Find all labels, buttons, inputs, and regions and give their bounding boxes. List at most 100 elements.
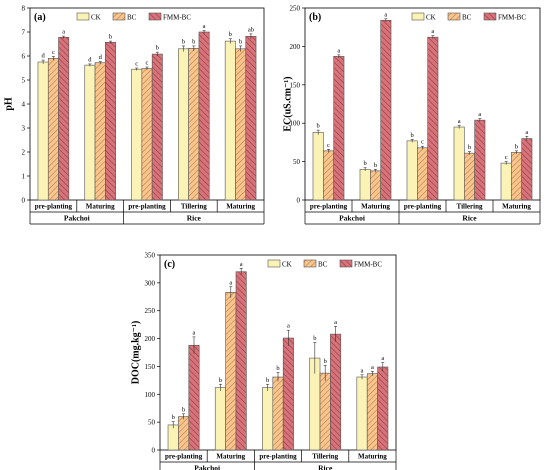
significance-label: b: [364, 160, 367, 167]
y-tick-label: 7: [22, 29, 26, 37]
category-label: Maturing: [358, 453, 387, 461]
legend-swatch-ck: [411, 12, 425, 21]
bar-fmm-bc: [380, 19, 392, 201]
category-label: Maturing: [226, 203, 255, 211]
bar-ck: [453, 126, 465, 201]
panel-label: (b): [309, 12, 321, 23]
significance-label: b: [266, 377, 269, 384]
bar-bc: [366, 373, 378, 451]
significance-label: a: [384, 11, 387, 18]
significance-label: a: [193, 329, 196, 336]
legend-swatch-bc: [447, 12, 461, 21]
bar-bc: [323, 150, 334, 201]
bar-fmm-bc: [330, 333, 342, 451]
bar-ck: [178, 48, 189, 201]
significance-label: a: [240, 261, 243, 268]
category-label: Tillering: [457, 203, 483, 211]
bar-bc: [272, 376, 284, 451]
significance-label: a: [525, 129, 528, 136]
bar-ck: [262, 387, 274, 451]
significance-label: b: [172, 414, 175, 421]
significance-label: c: [52, 49, 55, 56]
y-tick-label: 0: [22, 197, 26, 205]
bar-ck: [500, 162, 512, 201]
legend-label: CK: [426, 14, 436, 22]
legend-label: BC: [462, 14, 472, 22]
significance-label: c: [505, 154, 508, 161]
significance-label: a: [62, 29, 65, 36]
bar-ck: [214, 387, 226, 451]
significance-label: b: [182, 406, 185, 413]
y-tick-label: 50: [148, 419, 156, 427]
y-tick-label: 150: [290, 81, 301, 89]
panel-label: (c): [164, 259, 175, 270]
significance-label: b: [324, 358, 327, 365]
legend-swatch-bc: [112, 12, 126, 21]
y-tick-label: 250: [290, 5, 301, 13]
y-tick-label: 50: [293, 158, 301, 166]
legend-label: BC: [318, 261, 328, 269]
bar-bc: [47, 58, 59, 201]
bar-fmm-bc: [377, 366, 389, 451]
significance-label: a: [431, 28, 434, 35]
y-tick-label: 5: [22, 77, 26, 85]
y-axis-title: pH: [3, 97, 14, 111]
significance-label: c: [421, 139, 424, 146]
y-axis-title: EC(uS.cm⁻¹): [282, 76, 293, 131]
group-label: Pakchoi: [194, 464, 220, 470]
bar-fmm-bc: [151, 53, 163, 201]
bar-fmm-bc: [235, 271, 247, 451]
chart-panel-2: 050100150200250300350DOC(mg.kg⁻¹)(c)bbab…: [130, 252, 397, 470]
category-label: Maturing: [86, 203, 115, 211]
bar-ck: [224, 40, 236, 201]
significance-label: b: [468, 144, 471, 151]
y-tick-label: 250: [145, 307, 156, 315]
group-label: Pakchoi: [64, 214, 90, 223]
bar-fmm-bc: [474, 119, 486, 201]
legend-swatch-bc: [303, 259, 317, 268]
category-label: pre-planting: [259, 453, 297, 461]
y-tick-label: 8: [22, 5, 26, 13]
bar-bc: [464, 152, 475, 201]
legend-label: FMM-BC: [354, 261, 382, 269]
legend-label: BC: [127, 14, 137, 22]
bar-ck: [312, 132, 324, 201]
bar-bc: [417, 147, 428, 201]
y-tick-label: 2: [22, 149, 26, 157]
bar-bc: [94, 62, 106, 201]
significance-label: a: [371, 364, 374, 371]
bar-fmm-bc: [521, 138, 533, 201]
bar-fmm-bc: [188, 344, 200, 451]
significance-label: a: [203, 23, 206, 30]
category-label: pre-planting: [165, 453, 203, 461]
category-label: pre-planting: [128, 203, 166, 211]
bar-fmm-bc: [105, 42, 116, 201]
significance-label: b: [239, 38, 242, 45]
significance-label: b: [515, 143, 518, 150]
significance-label: a: [458, 118, 461, 125]
category-label: Maturing: [502, 203, 531, 211]
bar-ck: [167, 424, 179, 451]
bar-fmm-bc: [245, 36, 257, 201]
category-label: Maturing: [216, 453, 245, 461]
legend-swatch-ck: [76, 12, 90, 21]
y-tick-label: 0: [152, 447, 156, 455]
significance-label: b: [313, 335, 316, 342]
bar-bc: [141, 68, 153, 201]
significance-label: b: [109, 34, 112, 41]
bar-ck: [84, 64, 96, 201]
category-label: pre-planting: [35, 203, 73, 211]
bar-fmm-bc: [282, 337, 294, 451]
y-tick-label: 350: [145, 252, 156, 260]
significance-label: b: [276, 365, 279, 372]
bar-fmm-bc: [427, 36, 439, 201]
y-tick-label: 200: [290, 43, 301, 51]
bar-bc: [370, 170, 381, 201]
group-label: Rice: [187, 214, 202, 223]
significance-label: b: [229, 31, 232, 38]
bar-ck: [131, 68, 143, 201]
significance-label: b: [192, 38, 195, 45]
y-tick-label: 6: [22, 53, 26, 61]
